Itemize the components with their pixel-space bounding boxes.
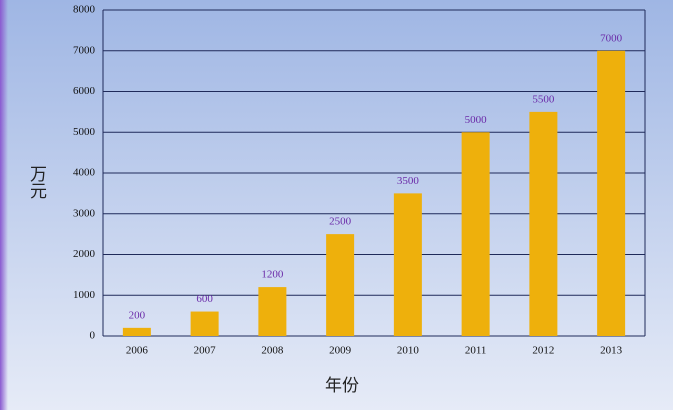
y-axis-title: 万元 — [26, 165, 47, 199]
data-label: 7000 — [600, 32, 623, 44]
x-tick-label: 2007 — [194, 345, 217, 357]
x-tick-label: 2009 — [329, 345, 352, 357]
x-tick-label: 2011 — [465, 345, 487, 357]
bar — [190, 311, 219, 336]
y-tick-label: 3000 — [73, 207, 96, 219]
y-tick-label: 4000 — [73, 167, 96, 179]
x-tick-label: 2008 — [261, 345, 284, 357]
bar — [393, 193, 422, 336]
x-tick-label: 2006 — [126, 345, 149, 357]
bar — [122, 327, 151, 336]
x-tick-label: 2010 — [397, 345, 420, 357]
y-tick-label: 0 — [90, 330, 96, 342]
x-axis-title: 年份 — [325, 376, 359, 396]
data-label: 2500 — [329, 216, 352, 228]
y-tick-label: 8000 — [73, 4, 96, 16]
y-tick-label: 7000 — [73, 44, 96, 56]
data-label: 5500 — [532, 93, 555, 105]
bar — [326, 234, 355, 336]
y-tick-label: 1000 — [73, 289, 96, 301]
bar — [529, 111, 558, 336]
data-label: 1200 — [261, 269, 284, 281]
data-label: 5000 — [465, 114, 488, 126]
y-tick-label: 6000 — [73, 85, 96, 97]
data-label: 600 — [196, 293, 213, 305]
x-tick-label: 2012 — [532, 345, 554, 357]
y-tick-label: 2000 — [73, 248, 96, 260]
data-label: 200 — [129, 309, 146, 321]
data-label: 3500 — [397, 175, 420, 187]
edge — [0, 0, 8, 410]
bar — [597, 50, 626, 336]
x-tick-label: 2013 — [600, 345, 623, 357]
y-tick-label: 5000 — [73, 126, 96, 138]
bar — [258, 287, 287, 336]
bar — [461, 132, 490, 336]
